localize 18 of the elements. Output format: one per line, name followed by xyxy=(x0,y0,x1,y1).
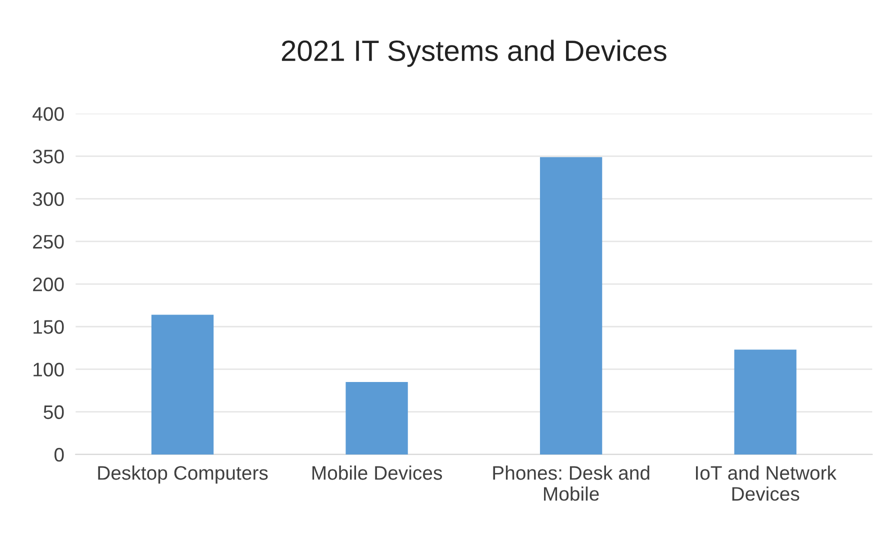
y-tick-label: 300 xyxy=(32,192,64,206)
bar xyxy=(151,314,214,454)
y-tick-label: 400 xyxy=(32,107,64,121)
bar xyxy=(734,350,796,454)
y-tick-label: 150 xyxy=(34,320,64,334)
x-tick-label: Desktop Computers xyxy=(98,466,268,484)
y-tick-label: 350 xyxy=(32,150,64,164)
x-tick-label: Mobile Devices xyxy=(312,466,442,480)
chart-title: 2021 IT Systems and Devices xyxy=(282,40,666,67)
y-tick-label: 250 xyxy=(33,234,64,249)
x-tick-label: Phones: Desk and Mobile xyxy=(493,466,650,501)
bar xyxy=(540,157,602,454)
bar xyxy=(346,382,408,454)
x-tick-label: IoT and Network Devices xyxy=(696,466,837,501)
y-tick-label: 200 xyxy=(33,277,64,292)
y-tick-label: 100 xyxy=(34,362,64,376)
y-tick-label: 50 xyxy=(44,405,64,420)
y-tick-label: 0 xyxy=(54,448,64,462)
